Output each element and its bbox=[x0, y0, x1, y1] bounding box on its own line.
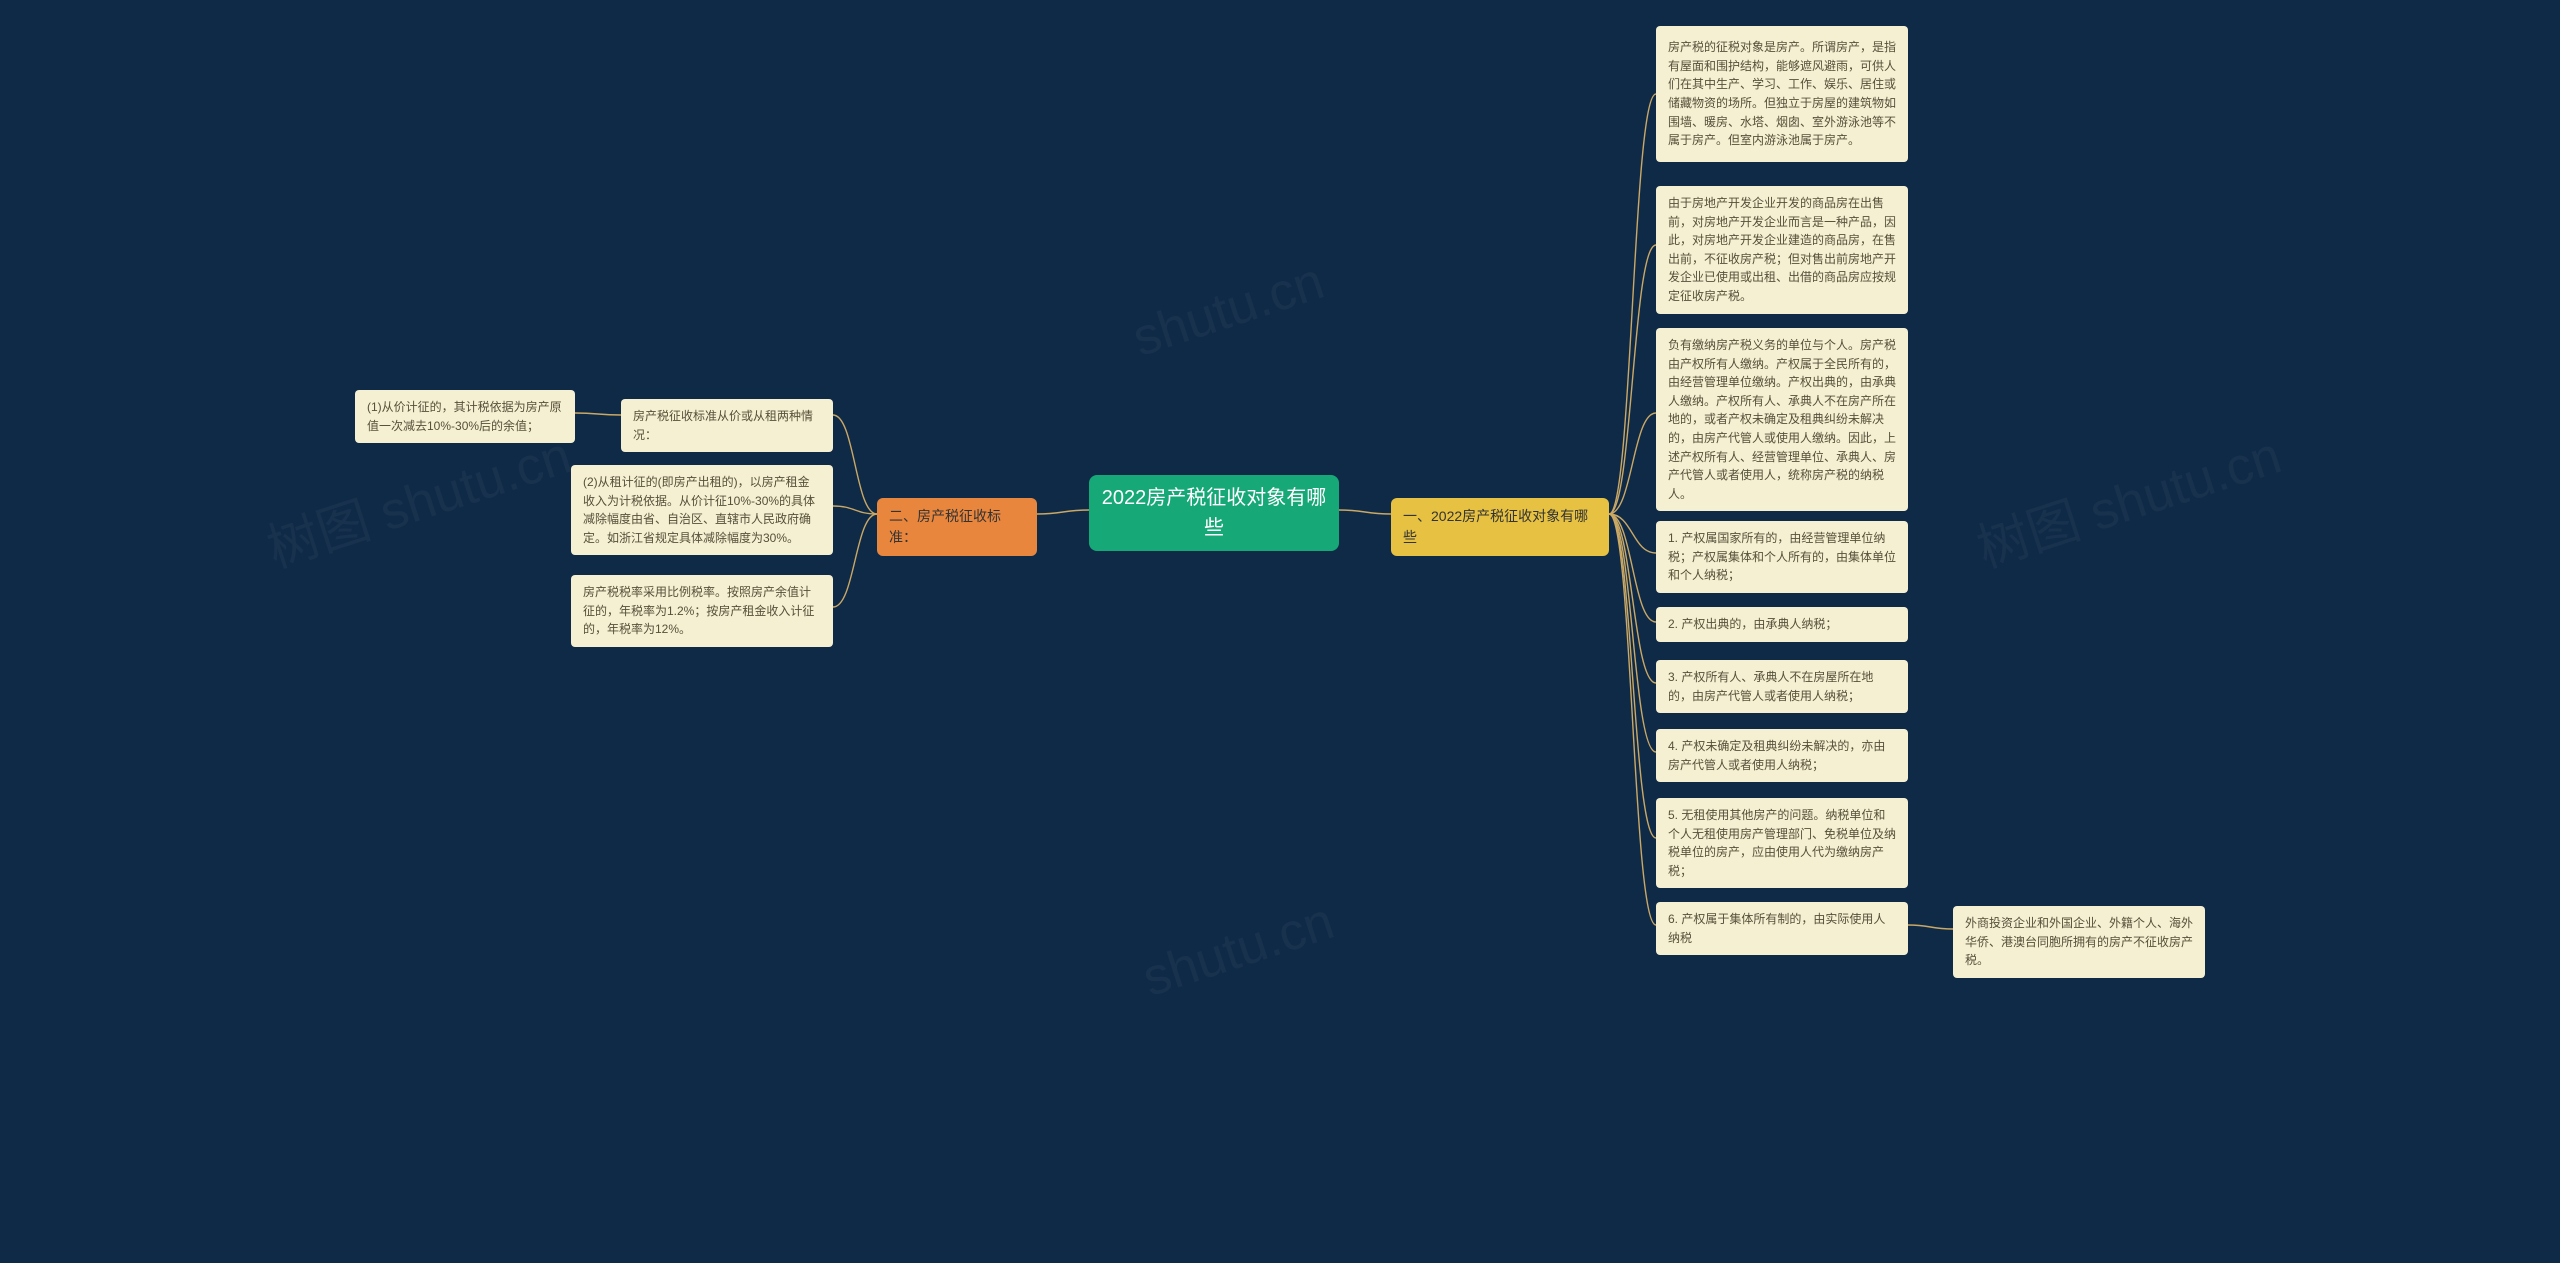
leaf-node[interactable]: 2. 产权出典的，由承典人纳税； bbox=[1656, 607, 1908, 642]
leaf-node[interactable]: 房产税税率采用比例税率。按照房产余值计征的，年税率为1.2%；按房产租金收入计征… bbox=[571, 575, 833, 647]
leaf-node[interactable]: 负有缴纳房产税义务的单位与个人。房产税由产权所有人缴纳。产权属于全民所有的，由经… bbox=[1656, 328, 1908, 511]
leaf-node[interactable]: 6. 产权属于集体所有制的，由实际使用人纳税 bbox=[1656, 902, 1908, 955]
watermark: shutu.cn bbox=[1126, 251, 1331, 369]
leaf-node[interactable]: 由于房地产开发企业开发的商品房在出售前，对房地产开发企业而言是一种产品，因此，对… bbox=[1656, 186, 1908, 314]
leaf-node[interactable]: 1. 产权属国家所有的，由经营管理单位纳税；产权属集体和个人所有的，由集体单位和… bbox=[1656, 521, 1908, 593]
branch-left[interactable]: 二、房产税征收标准： bbox=[877, 498, 1037, 556]
branch-right[interactable]: 一、2022房产税征收对象有哪些 bbox=[1391, 498, 1609, 556]
leaf-node[interactable]: 3. 产权所有人、承典人不在房屋所在地的，由房产代管人或者使用人纳税； bbox=[1656, 660, 1908, 713]
leaf-node[interactable]: 房产税的征税对象是房产。所谓房产，是指有屋面和围护结构，能够遮风避雨，可供人们在… bbox=[1656, 26, 1908, 162]
mindmap-root[interactable]: 2022房产税征收对象有哪些 bbox=[1089, 475, 1339, 551]
leaf-node[interactable]: (1)从价计征的，其计税依据为房产原值一次减去10%-30%后的余值； bbox=[355, 390, 575, 443]
connectors-layer bbox=[0, 0, 2560, 1263]
leaf-node[interactable]: (2)从租计征的(即房产出租的)，以房产租金收入为计税依据。从价计征10%-30… bbox=[571, 465, 833, 555]
leaf-node[interactable]: 4. 产权未确定及租典纠纷未解决的，亦由房产代管人或者使用人纳税； bbox=[1656, 729, 1908, 782]
watermark: shutu.cn bbox=[1136, 891, 1341, 1009]
leaf-node[interactable]: 5. 无租使用其他房产的问题。纳税单位和个人无租使用房产管理部门、免税单位及纳税… bbox=[1656, 798, 1908, 888]
leaf-node[interactable]: 房产税征收标准从价或从租两种情况： bbox=[621, 399, 833, 452]
leaf-node[interactable]: 外商投资企业和外国企业、外籍个人、海外华侨、港澳台同胞所拥有的房产不征收房产税。 bbox=[1953, 906, 2205, 978]
watermark: 树图 shutu.cn bbox=[1966, 413, 2289, 582]
